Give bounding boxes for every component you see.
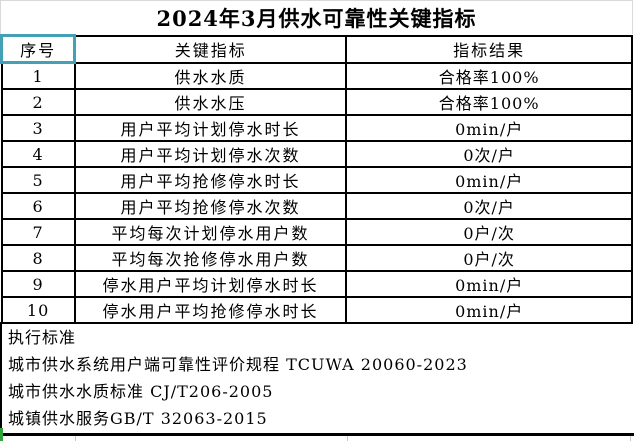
indicator-cell[interactable]: 用户平均计划停水时长 [73, 114, 348, 142]
row-no-cell[interactable]: 9 [0, 270, 76, 298]
row-no-cell[interactable]: 3 [0, 114, 76, 142]
table-row: 3 用户平均计划停水时长 0min/户 [0, 114, 633, 142]
gridline-stub [630, 436, 631, 441]
indicator-cell[interactable]: 平均每次计划停水用户数 [73, 218, 348, 246]
result-cell[interactable]: 合格率100% [345, 61, 633, 90]
footer-line-standard-2[interactable]: 城市供水水质标准 CJ/T206-2005 [8, 382, 274, 401]
result-cell[interactable]: 0min/户 [345, 296, 633, 324]
result-cell[interactable]: 0户/次 [345, 244, 633, 272]
result-cell[interactable]: 0min/户 [345, 166, 633, 194]
result-cell[interactable]: 0min/户 [345, 270, 633, 298]
result-cell[interactable]: 0min/户 [345, 114, 633, 142]
page-title: 2024年3月供水可靠性关键指标 [156, 5, 477, 31]
indicator-cell[interactable]: 供水水压 [73, 88, 348, 116]
col-header-result[interactable]: 指标结果 [345, 34, 633, 64]
table-row: 1 供水水质 合格率100% [0, 61, 633, 90]
table-row: 6 用户平均抢修停水次数 0次/户 [0, 192, 633, 220]
table-row: 4 用户平均计划停水次数 0次/户 [0, 140, 633, 168]
row-no-cell[interactable]: 6 [0, 192, 76, 220]
table-row: 2 供水水压 合格率100% [0, 88, 633, 116]
row-no-cell[interactable]: 8 [0, 244, 76, 272]
row-no-cell[interactable]: 2 [0, 88, 76, 116]
indicator-cell[interactable]: 停水用户平均抢修停水时长 [73, 296, 348, 324]
indicator-cell[interactable]: 平均每次抢修停水用户数 [73, 244, 348, 272]
indicator-cell[interactable]: 供水水质 [73, 61, 348, 90]
result-cell[interactable]: 0次/户 [345, 140, 633, 168]
indicator-cell[interactable]: 停水用户平均计划停水时长 [73, 270, 348, 298]
indicator-cell[interactable]: 用户平均计划停水次数 [73, 140, 348, 168]
row-no-cell[interactable]: 1 [0, 61, 76, 90]
indicators-table: 序号 关键指标 指标结果 1 供水水质 合格率100% 2 供水水压 合格率10… [0, 34, 633, 324]
table-row: 9 停水用户平均计划停水时长 0min/户 [0, 270, 633, 298]
col-header-indicator[interactable]: 关键指标 [73, 34, 348, 64]
table-row: 8 平均每次抢修停水用户数 0户/次 [0, 244, 633, 272]
footer-line-heading[interactable]: 执行标准 [8, 328, 77, 347]
row-no-cell[interactable]: 5 [0, 166, 76, 194]
header-row: 序号 关键指标 指标结果 [0, 34, 633, 64]
row-no-cell[interactable]: 4 [0, 140, 76, 168]
indicator-cell[interactable]: 用户平均抢修停水次数 [73, 192, 348, 220]
table-row: 5 用户平均抢修停水时长 0min/户 [0, 166, 633, 194]
indicator-cell[interactable]: 用户平均抢修停水时长 [73, 166, 348, 194]
green-edge-mark [0, 428, 3, 441]
gridline-stub [347, 436, 348, 441]
row-no-cell[interactable]: 7 [0, 218, 76, 246]
table-row: 7 平均每次计划停水用户数 0户/次 [0, 218, 633, 246]
title-merged-cell[interactable]: 2024年3月供水可靠性关键指标 [0, 0, 633, 34]
result-cell[interactable]: 0户/次 [345, 218, 633, 246]
result-cell[interactable]: 合格率100% [345, 88, 633, 116]
row-no-cell[interactable]: 10 [0, 296, 76, 324]
footer-line-standard-3[interactable]: 城镇供水服务GB/T 32063-2015 [8, 409, 268, 428]
table-row: 10 停水用户平均抢修停水时长 0min/户 [0, 296, 633, 324]
result-cell[interactable]: 0次/户 [345, 192, 633, 220]
footer-line-standard-1[interactable]: 城市供水系统用户端可靠性评价规程 TCUWA 20060-2023 [8, 355, 468, 374]
gridline-stub [75, 436, 76, 441]
col-header-no-selected-cell[interactable]: 序号 [0, 34, 77, 64]
standards-footer: 执行标准 城市供水系统用户端可靠性评价规程 TCUWA 20060-2023 城… [0, 322, 634, 436]
